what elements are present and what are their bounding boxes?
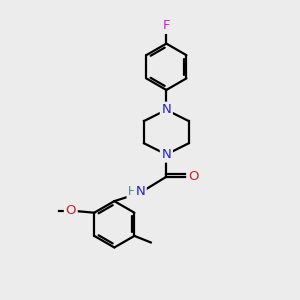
Text: N: N	[161, 103, 171, 116]
Text: O: O	[65, 204, 76, 217]
Text: N: N	[161, 148, 171, 161]
Text: O: O	[188, 170, 198, 183]
Text: F: F	[163, 19, 170, 32]
Text: N: N	[135, 185, 145, 198]
Text: H: H	[128, 185, 137, 198]
